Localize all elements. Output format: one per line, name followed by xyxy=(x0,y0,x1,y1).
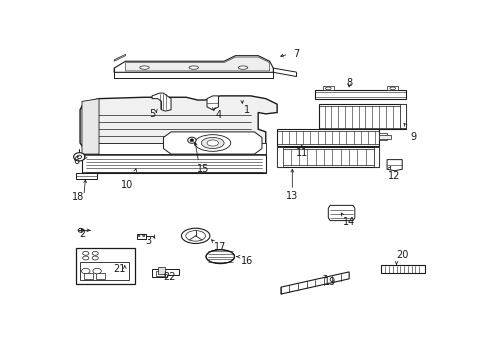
Polygon shape xyxy=(386,159,401,171)
Ellipse shape xyxy=(77,155,81,158)
Polygon shape xyxy=(152,269,178,278)
Ellipse shape xyxy=(81,268,90,274)
Text: 20: 20 xyxy=(395,250,407,260)
Text: 19: 19 xyxy=(324,276,336,287)
Bar xyxy=(277,147,282,167)
Text: 13: 13 xyxy=(285,191,298,201)
Polygon shape xyxy=(327,205,354,221)
Text: 11: 11 xyxy=(295,148,307,158)
Text: 7: 7 xyxy=(292,49,299,59)
Polygon shape xyxy=(314,90,405,99)
Ellipse shape xyxy=(238,66,247,69)
Polygon shape xyxy=(82,143,265,154)
Bar xyxy=(400,104,405,128)
Text: 5: 5 xyxy=(149,109,155,119)
Polygon shape xyxy=(82,99,99,154)
Text: 4: 4 xyxy=(215,110,221,120)
Text: 18: 18 xyxy=(72,192,84,202)
Polygon shape xyxy=(277,129,379,146)
Ellipse shape xyxy=(142,235,144,237)
Ellipse shape xyxy=(140,66,149,69)
Text: 9: 9 xyxy=(409,132,416,143)
Text: 2: 2 xyxy=(79,229,85,239)
Text: 6: 6 xyxy=(73,156,79,166)
Bar xyxy=(96,273,105,279)
Polygon shape xyxy=(76,174,97,179)
Ellipse shape xyxy=(82,251,89,255)
Bar xyxy=(76,248,135,284)
Ellipse shape xyxy=(92,256,98,260)
Bar xyxy=(80,262,129,280)
Ellipse shape xyxy=(181,228,209,243)
Text: 17: 17 xyxy=(214,242,226,252)
Text: 16: 16 xyxy=(240,256,252,266)
Polygon shape xyxy=(318,104,405,129)
Ellipse shape xyxy=(389,87,395,90)
Polygon shape xyxy=(280,272,348,294)
Ellipse shape xyxy=(189,66,198,69)
Ellipse shape xyxy=(187,137,196,143)
Ellipse shape xyxy=(82,256,89,260)
Polygon shape xyxy=(152,93,171,111)
Text: 1: 1 xyxy=(243,105,249,115)
Polygon shape xyxy=(114,56,273,72)
Text: 22: 22 xyxy=(163,273,175,283)
Bar xyxy=(137,234,146,239)
Ellipse shape xyxy=(92,251,98,255)
Polygon shape xyxy=(82,154,265,174)
Polygon shape xyxy=(114,54,125,61)
Text: 3: 3 xyxy=(145,237,151,246)
Polygon shape xyxy=(206,96,218,110)
Text: 15: 15 xyxy=(197,164,209,174)
Ellipse shape xyxy=(185,231,205,241)
Bar xyxy=(379,133,386,140)
Ellipse shape xyxy=(194,135,230,151)
Text: 8: 8 xyxy=(346,78,351,89)
Ellipse shape xyxy=(138,235,140,237)
Bar xyxy=(84,273,93,279)
Ellipse shape xyxy=(74,153,85,161)
Polygon shape xyxy=(381,265,424,273)
Polygon shape xyxy=(277,147,379,167)
Text: 21: 21 xyxy=(113,264,126,274)
Ellipse shape xyxy=(325,87,330,90)
Ellipse shape xyxy=(201,138,224,149)
Bar xyxy=(386,86,398,90)
Text: 10: 10 xyxy=(121,180,133,190)
Ellipse shape xyxy=(78,228,83,232)
Text: 12: 12 xyxy=(387,171,400,181)
Ellipse shape xyxy=(93,268,101,274)
Bar xyxy=(379,135,390,139)
Ellipse shape xyxy=(206,140,218,146)
Bar xyxy=(156,270,165,276)
Text: 14: 14 xyxy=(342,217,355,227)
Polygon shape xyxy=(125,57,269,71)
Ellipse shape xyxy=(205,250,234,264)
Ellipse shape xyxy=(189,139,193,141)
Bar xyxy=(373,147,379,167)
Bar xyxy=(158,267,165,274)
Polygon shape xyxy=(163,132,262,154)
Polygon shape xyxy=(80,96,277,154)
Bar xyxy=(322,86,333,90)
